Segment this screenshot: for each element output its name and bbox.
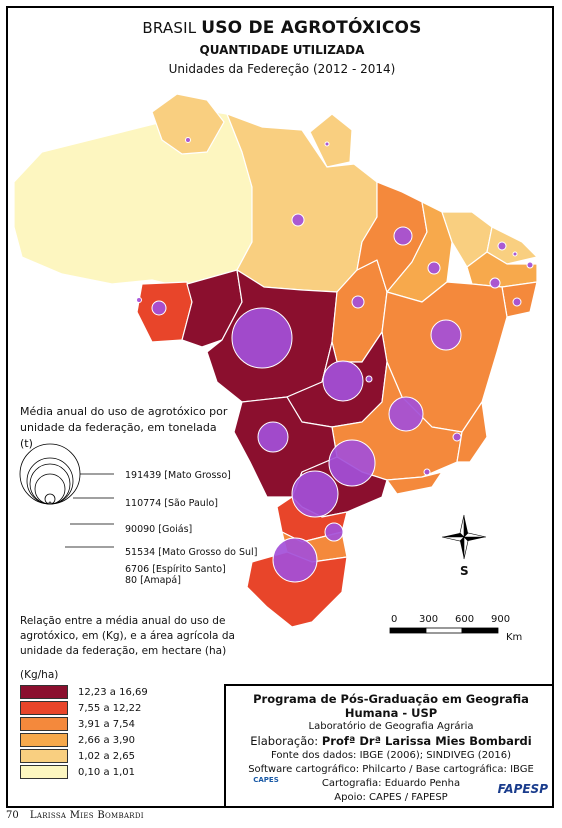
circle-rio	[423, 468, 431, 476]
fapesp-logo: FAPESP	[497, 782, 548, 796]
circle-roraima	[185, 137, 191, 143]
ratio-legend-row: 0,10 a 1,01	[20, 764, 135, 780]
scale-tick-label: 900	[491, 614, 511, 625]
ratio-legend-label: 12,23 a 16,69	[78, 686, 148, 698]
circle-parana	[291, 470, 339, 518]
circle-legend-entry: 191439 [Mato Grosso]	[125, 470, 231, 481]
circle-maranhao	[393, 226, 413, 246]
state-rio-de-janeiro	[386, 471, 443, 495]
circle-legend-entry: 90090 [Goiás]	[125, 524, 193, 535]
ratio-legend-swatch	[20, 733, 68, 747]
circle-bahia	[430, 319, 462, 351]
circle-pernambuco	[489, 277, 501, 289]
circle-sao-paulo	[328, 439, 376, 487]
state-amazonas	[13, 109, 253, 293]
page-number: 70	[6, 810, 19, 821]
circle-acre	[136, 297, 142, 303]
scale-tick-label: 600	[455, 614, 475, 625]
circle-minas-gerais	[388, 396, 424, 432]
title-block: BRASIL USO DE AGROTÓXICOS QUANTIDADE UTI…	[8, 18, 552, 76]
north-arrow-icon	[441, 514, 487, 560]
circle-legend-graphic	[19, 443, 81, 505]
circle-legend-title: Média anual do uso de agrotóxico por uni…	[20, 405, 228, 450]
circle-piaui	[427, 261, 441, 275]
ratio-legend-swatch	[20, 685, 68, 699]
ratio-legend-unit: (Kg/ha)	[20, 669, 59, 681]
ratio-legend-label: 1,02 a 2,65	[78, 750, 136, 762]
circle-espirito-santo	[452, 432, 462, 442]
scale-bar: 0 300 600 900 Km	[388, 614, 538, 644]
ratio-legend-row: 3,91 a 7,54	[20, 716, 135, 732]
circle-ceara	[497, 241, 507, 251]
circle-alagoas	[512, 297, 522, 307]
circle-legend-entry: 110774 [São Paulo]	[125, 498, 218, 509]
ratio-legend-swatch	[20, 765, 68, 779]
state-espirito-santo	[456, 401, 488, 463]
credits-box: Programa de Pós-Graduação em Geografia H…	[224, 684, 552, 806]
circle-legend-entry: 51534 [Mato Grosso do Sul]	[125, 547, 258, 558]
legend-circle-5	[44, 493, 56, 505]
legend-circle-2	[26, 457, 74, 505]
compass-south-label: S	[460, 564, 469, 578]
title-prefix: BRASIL	[142, 19, 197, 37]
footer-author: Larissa Mies Bombardi	[29, 810, 144, 821]
scale-tick-label: 300	[419, 614, 439, 625]
map-period: Unidades da Federeção (2012 - 2014)	[168, 62, 396, 76]
state-roraima	[151, 93, 225, 155]
map-subtitle: QUANTIDADE UTILIZADA	[199, 43, 365, 57]
brazil-map	[13, 93, 538, 790]
scale-bar-graphic	[389, 627, 499, 634]
ratio-legend-swatch	[20, 717, 68, 731]
ratio-legend-row: 12,23 a 16,69	[20, 684, 148, 700]
lab-name: Laboratório de Geografia Agrária	[308, 721, 474, 732]
circle-tocantins	[351, 295, 365, 309]
program-name: Programa de Pós-Graduação em Geografia H…	[253, 692, 529, 720]
year-line: 2017	[226, 805, 552, 806]
circle-amapa	[324, 141, 330, 147]
circle-paraiba	[512, 251, 518, 257]
circle-rio-grande-do-sul	[272, 537, 318, 583]
scale-unit-label: Km	[506, 632, 523, 643]
legend-circle-6	[48, 501, 52, 505]
ratio-legend-row: 7,55 a 12,22	[20, 700, 141, 716]
scale-tick-label: 0	[391, 614, 398, 625]
circle-legend-entry: 6706 [Espírito Santo] 80 [Amapá]	[125, 564, 226, 586]
state-rn-pb	[486, 226, 538, 265]
circle-dist-fed	[365, 375, 373, 383]
ratio-legend-label: 3,91 a 7,54	[78, 718, 136, 730]
ratio-legend-swatch	[20, 749, 68, 763]
circle-rn	[526, 261, 534, 269]
circle-santa-catarina	[324, 522, 344, 542]
software-line: Software cartográfico: Philcarto / Base …	[248, 764, 534, 775]
legend-circle-4	[34, 473, 66, 505]
elaboration-line: Elaboração: Profª Drª Larissa Mies Bomba…	[250, 734, 532, 748]
data-sources: Fonte dos dados: IBGE (2006); SINDIVEG (…	[270, 750, 512, 761]
circle-mato-grosso	[231, 307, 293, 369]
ratio-legend-row: 1,02 a 2,65	[20, 748, 135, 764]
ratio-legend-label: 7,55 a 12,22	[78, 702, 142, 714]
capes-logo: CAPES	[253, 776, 279, 784]
ratio-legend-swatch	[20, 701, 68, 715]
circle-legend-leaders	[65, 473, 114, 548]
ratio-legend-row: 2,66 a 3,90	[20, 732, 135, 748]
map-frame: BRASIL USO DE AGROTÓXICOS QUANTIDADE UTI…	[6, 6, 554, 808]
cartography-line: Cartografia: Eduardo Penha	[321, 778, 461, 789]
circle-goias	[322, 360, 364, 402]
support-line: Apoio: CAPES / FAPESP	[334, 792, 448, 803]
ratio-legend-label: 0,10 a 1,01	[78, 766, 136, 778]
ratio-legend-title: Relação entre a média anual do uso de ag…	[20, 615, 235, 657]
map-title: BRASIL USO DE AGROTÓXICOS	[8, 18, 552, 38]
title-main: USO DE AGROTÓXICOS	[201, 18, 422, 38]
page-footer: 70 Larissa Mies Bombardi	[6, 810, 144, 821]
ratio-legend-label: 2,66 a 3,90	[78, 734, 136, 746]
state-amapa	[309, 113, 353, 168]
circle-mato-grosso-do-sul	[257, 421, 289, 453]
circle-rondonia	[151, 300, 167, 316]
circle-para	[291, 213, 305, 227]
